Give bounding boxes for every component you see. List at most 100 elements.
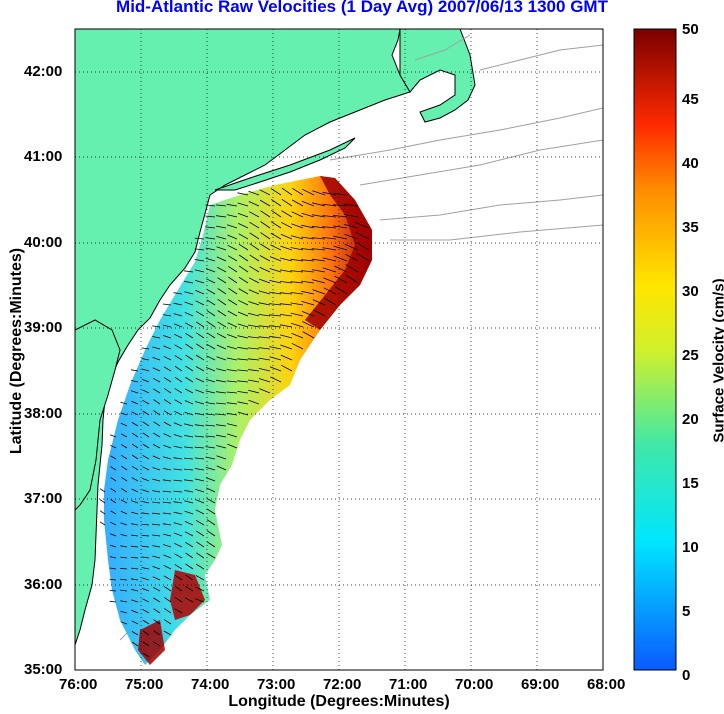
velocity-arrow	[152, 566, 161, 570]
velocity-arrow	[237, 380, 249, 383]
velocity-arrow	[184, 270, 194, 273]
velocity-arrow	[152, 555, 161, 559]
velocity-arrow	[216, 424, 227, 427]
velocity-arrow	[174, 333, 183, 339]
velocity-arrow	[205, 247, 216, 251]
velocity-arrow	[184, 468, 194, 471]
velocity-arrow	[269, 280, 282, 284]
velocity-arrow	[194, 457, 205, 460]
velocity-arrow	[184, 411, 194, 416]
velocity-arrow	[323, 297, 337, 306]
velocity-arrow	[120, 488, 128, 493]
velocity-arrow	[194, 237, 205, 240]
velocity-arrow	[173, 302, 183, 306]
velocity-arrow	[163, 619, 172, 625]
velocity-arrow	[173, 457, 183, 460]
velocity-arrow	[184, 388, 194, 394]
velocity-arrow	[226, 357, 238, 361]
velocity-arrow	[142, 630, 150, 636]
velocity-arrow	[312, 289, 326, 295]
velocity-arrow	[173, 522, 183, 526]
velocity-arrow	[195, 389, 205, 394]
velocity-arrow	[291, 332, 304, 339]
velocity-arrow	[206, 508, 216, 515]
velocity-arrow	[237, 311, 249, 317]
velocity-arrow	[162, 303, 172, 306]
velocity-arrow	[355, 231, 370, 240]
colorbar-tick: 50	[682, 21, 699, 38]
velocity-arrow	[194, 435, 205, 438]
velocity-arrow	[206, 310, 216, 317]
velocity-arrow	[280, 257, 293, 262]
velocity-arrow	[163, 345, 172, 350]
velocity-arrow	[322, 191, 337, 196]
colorbar-tick: 25	[682, 347, 699, 364]
velocity-arrow	[334, 265, 348, 273]
velocity-arrow	[217, 277, 227, 284]
velocity-arrow	[217, 321, 227, 328]
velocity-arrow	[258, 336, 271, 339]
velocity-arrow	[227, 310, 238, 317]
velocity-arrow	[194, 259, 205, 262]
velocity-arrow	[120, 600, 128, 603]
velocity-arrow	[130, 534, 139, 537]
velocity-arrow	[258, 368, 271, 372]
velocity-arrow	[153, 421, 161, 427]
velocity-arrow	[291, 223, 304, 229]
velocity-arrow	[228, 265, 238, 273]
velocity-arrow	[120, 621, 128, 625]
velocity-arrow	[205, 402, 216, 405]
velocity-arrow	[302, 188, 315, 196]
x-tick: 72:00	[323, 676, 362, 693]
velocity-arrow	[120, 534, 128, 537]
velocity-arrow	[343, 214, 359, 218]
velocity-arrow	[216, 215, 227, 218]
velocity-arrow	[227, 334, 238, 339]
velocity-arrow	[152, 490, 161, 493]
velocity-arrow	[195, 499, 205, 504]
velocity-arrow	[258, 357, 271, 361]
velocity-arrow	[226, 402, 238, 405]
velocity-arrow	[313, 309, 326, 317]
velocity-arrow	[281, 210, 293, 218]
velocity-arrow	[302, 331, 315, 339]
velocity-arrow	[237, 202, 249, 207]
velocity-arrow	[226, 380, 238, 383]
velocity-arrow	[248, 301, 260, 306]
velocity-arrow	[205, 367, 216, 372]
velocity-arrow	[163, 608, 172, 614]
velocity-arrow	[121, 444, 128, 449]
velocity-arrow	[142, 399, 150, 405]
velocity-arrow	[141, 577, 150, 581]
velocity-arrow	[174, 574, 183, 581]
velocity-arrow	[206, 552, 216, 559]
velocity-arrow	[217, 310, 227, 317]
velocity-arrow	[226, 345, 238, 350]
velocity-arrow	[185, 377, 194, 383]
velocity-arrow	[345, 253, 359, 262]
velocity-arrow	[258, 302, 271, 306]
velocity-arrow	[162, 468, 172, 471]
velocity-arrow	[174, 376, 183, 383]
velocity-arrow	[195, 530, 205, 537]
velocity-arrow	[227, 322, 238, 328]
velocity-arrow	[162, 533, 172, 537]
velocity-arrow	[216, 333, 227, 339]
velocity-arrow	[333, 255, 348, 262]
land-long-island	[214, 137, 356, 191]
velocity-arrow	[184, 322, 194, 328]
x-tick: 73:00	[257, 676, 296, 693]
velocity-arrow	[131, 599, 139, 603]
velocity-arrow	[248, 379, 260, 383]
velocity-arrow	[195, 586, 205, 592]
velocity-arrow	[290, 281, 304, 284]
velocity-arrow	[131, 400, 139, 405]
velocity-arrow	[226, 433, 238, 438]
velocity-arrow	[196, 343, 205, 350]
velocity-field	[104, 176, 372, 665]
velocity-arrow	[259, 199, 271, 207]
velocity-arrow	[174, 399, 183, 405]
velocity-arrow	[247, 369, 260, 372]
velocity-arrow	[120, 422, 128, 427]
velocity-arrow	[248, 399, 260, 405]
